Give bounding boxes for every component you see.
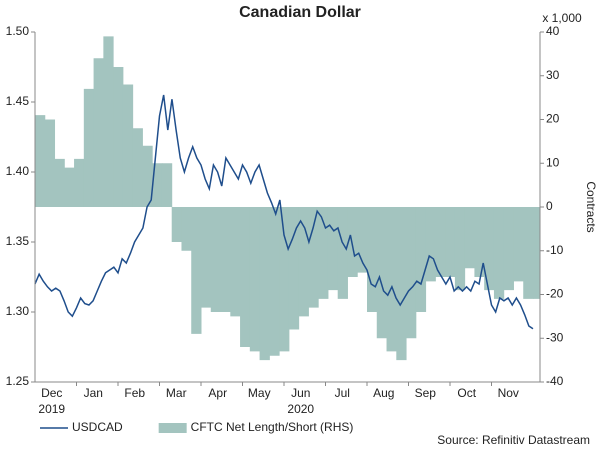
area-step: [425, 207, 436, 282]
area-step: [327, 207, 339, 291]
area-step: [464, 207, 475, 269]
area-step: [347, 207, 358, 277]
x-tick-label: Jun: [291, 386, 310, 400]
y-tick-label: 1.25: [6, 374, 30, 388]
y2-axis-title: Contracts: [584, 181, 598, 232]
area-step: [74, 158, 85, 207]
area-step: [357, 207, 368, 273]
area-step: [181, 207, 192, 251]
area-step: [142, 145, 153, 207]
y-tick-label: 1.30: [6, 304, 30, 318]
area-step: [435, 207, 446, 277]
area-step: [513, 207, 524, 282]
x-tick-label: Jan: [84, 386, 103, 400]
area-step: [533, 207, 540, 299]
area-step: [406, 207, 417, 339]
y-tick-label: 1.45: [6, 94, 30, 108]
area-step: [493, 207, 505, 299]
legend-label: USDCAD: [72, 420, 123, 434]
area-step: [44, 119, 56, 207]
legend-swatch: [158, 423, 187, 433]
area-step: [64, 167, 75, 207]
y-tick-label: 1.40: [6, 164, 30, 178]
x-tick-label: Aug: [373, 386, 394, 400]
y2-tick-label: 40: [546, 24, 560, 38]
area-step: [396, 207, 407, 361]
area-step: [269, 207, 280, 356]
area-step: [474, 207, 485, 277]
area-step: [503, 207, 514, 291]
area-step: [93, 58, 104, 207]
area-step: [386, 207, 397, 352]
area-step: [249, 207, 261, 352]
area-step: [171, 207, 182, 242]
y-tick-label: 1.50: [6, 24, 30, 38]
y2-tick-label: -30: [546, 330, 564, 344]
area-step: [445, 207, 456, 277]
area-step: [523, 207, 534, 299]
area-step: [220, 207, 231, 312]
x-tick-label: Apr: [208, 386, 227, 400]
y2-tick-label: 30: [546, 68, 560, 82]
area-step: [35, 115, 46, 207]
x-tick-label: Mar: [166, 386, 187, 400]
x-year-label: 2020: [287, 402, 314, 416]
area-step: [288, 207, 300, 330]
x-tick-label: Jul: [335, 386, 350, 400]
y2-tick-label: -40: [546, 374, 564, 388]
area-step: [318, 207, 329, 299]
area-step: [201, 207, 212, 308]
area-step: [367, 207, 378, 312]
area-step: [103, 36, 114, 207]
y2-tick-label: 20: [546, 112, 560, 126]
area-step: [279, 207, 290, 352]
area-step: [484, 207, 495, 291]
area-step: [210, 207, 222, 312]
y2-tick-label: 10: [546, 155, 560, 169]
x-tick-label: Oct: [457, 386, 476, 400]
area-step: [240, 207, 251, 347]
x-tick-label: May: [248, 386, 271, 400]
area-step: [230, 207, 241, 317]
legend-label: CFTC Net Length/Short (RHS): [191, 420, 354, 434]
area-step: [113, 67, 124, 207]
area-step: [132, 128, 143, 207]
area-step: [298, 207, 309, 317]
x-tick-label: Nov: [498, 386, 519, 400]
chart-title: Canadian Dollar: [239, 4, 361, 21]
y2-unit: x 1,000: [542, 11, 582, 25]
y2-tick-label: -20: [546, 287, 564, 301]
line: [34, 94, 534, 330]
area-step: [152, 163, 163, 207]
area-step: [376, 207, 388, 339]
area-step: [54, 158, 65, 207]
area-step: [454, 207, 466, 291]
x-tick-label: Dec: [41, 386, 62, 400]
area-step: [122, 84, 134, 207]
y2-tick-label: -10: [546, 243, 564, 257]
x-tick-label: Sep: [415, 386, 437, 400]
area-step: [83, 88, 95, 207]
area-step: [415, 207, 427, 312]
source-note: Source: Refinitiv Datastream: [437, 433, 590, 447]
area-step: [308, 207, 319, 308]
x-year-label: 2019: [38, 402, 65, 416]
area-step: [161, 163, 173, 207]
area-step: [259, 207, 270, 361]
y-tick-label: 1.35: [6, 234, 30, 248]
y2-tick-label: 0: [546, 199, 553, 213]
x-tick-label: Feb: [124, 386, 145, 400]
area-step: [191, 207, 202, 334]
area-step: [337, 207, 348, 299]
